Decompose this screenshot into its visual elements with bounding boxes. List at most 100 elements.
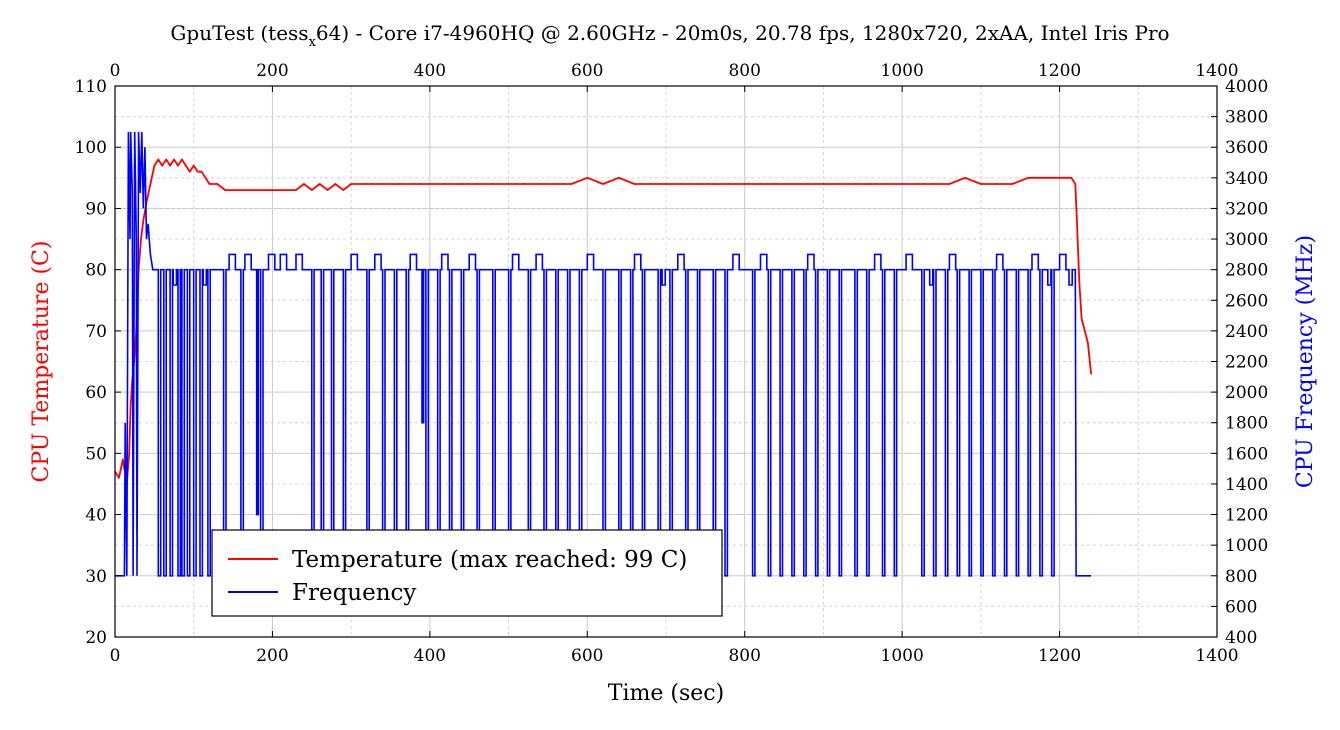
temperature-point bbox=[181, 158, 183, 161]
y-right-tick-label: 1400 bbox=[1225, 475, 1268, 495]
temperature-point bbox=[350, 183, 352, 185]
y-right-tick-label: 2600 bbox=[1225, 291, 1268, 311]
y-left-tick-label: 70 bbox=[85, 322, 107, 342]
temperature-point bbox=[980, 183, 982, 185]
y-left-tick-label: 90 bbox=[85, 199, 107, 219]
temperature-point bbox=[822, 183, 825, 185]
temperature-point bbox=[696, 183, 699, 185]
temperature-point bbox=[1070, 177, 1073, 179]
x-tick-label: 200 bbox=[256, 646, 288, 666]
y-left-tick-label: 50 bbox=[85, 444, 107, 464]
temperature-point bbox=[964, 177, 966, 179]
x-tick-label: 400 bbox=[414, 646, 446, 666]
x-axis-top: 0 200 400 600 800 1000 1200 1400 bbox=[110, 61, 1239, 92]
temperature-point bbox=[303, 183, 305, 185]
temperature-point bbox=[728, 183, 730, 185]
legend-label-temperature: Temperature (max reached: 99 C) bbox=[292, 547, 687, 573]
y-axis-right-label: CPU Frequency (MHz) bbox=[1293, 235, 1318, 488]
temperature-point bbox=[153, 164, 156, 167]
temperature-point bbox=[885, 183, 888, 185]
y-right-tick-label: 4000 bbox=[1225, 77, 1268, 97]
temperature-point bbox=[775, 183, 777, 185]
temperature-point bbox=[185, 164, 187, 167]
temperature-point bbox=[1087, 342, 1089, 344]
y-right-tick-label: 400 bbox=[1225, 628, 1257, 648]
y-right-tick-label: 3800 bbox=[1225, 108, 1268, 128]
temperature-point bbox=[1066, 177, 1069, 179]
x-top-tick-label: 600 bbox=[571, 61, 603, 81]
y-right-tick-label: 2000 bbox=[1225, 383, 1268, 403]
x-top-tick-label: 200 bbox=[256, 61, 288, 81]
temperature-point bbox=[680, 183, 683, 185]
temperature-point bbox=[1074, 183, 1077, 185]
temperature-point bbox=[492, 183, 494, 185]
y-right-tick-label: 1800 bbox=[1225, 414, 1268, 434]
temperature-point bbox=[806, 183, 809, 185]
temperature-point bbox=[208, 183, 211, 185]
temperature-point bbox=[633, 183, 636, 185]
temperature-point bbox=[413, 183, 415, 185]
temperature-point bbox=[523, 183, 526, 185]
temperature-point bbox=[1027, 177, 1029, 179]
series-layer bbox=[114, 131, 1092, 577]
temperature-point bbox=[869, 183, 872, 185]
y-left-tick-label: 40 bbox=[85, 506, 107, 526]
temperature-point bbox=[204, 177, 207, 179]
temperature-point bbox=[128, 452, 130, 455]
temperature-point bbox=[743, 183, 746, 185]
temperature-point bbox=[712, 183, 715, 185]
temperature-point bbox=[1011, 183, 1014, 185]
x-tick-label: 0 bbox=[110, 646, 121, 666]
temperature-point bbox=[791, 183, 793, 185]
x-top-tick-label: 400 bbox=[414, 61, 446, 81]
temperature-point bbox=[334, 183, 337, 185]
y-right-tick-label: 2400 bbox=[1225, 322, 1268, 342]
x-tick-label: 800 bbox=[728, 646, 760, 666]
temperature-point bbox=[118, 477, 120, 479]
y-right-tick-label: 3000 bbox=[1225, 230, 1268, 250]
temperature-point bbox=[263, 189, 266, 191]
temperature-point bbox=[1090, 372, 1092, 375]
temperature-point bbox=[342, 189, 345, 191]
y-left-tick-label: 110 bbox=[75, 77, 107, 97]
temperature-point bbox=[165, 158, 167, 161]
legend-box bbox=[211, 529, 723, 617]
chart-title: GpuTest (tessx64) - Core i7-4960HQ @ 2.6… bbox=[170, 21, 1169, 50]
temperature-point bbox=[224, 189, 226, 191]
temperature-point bbox=[173, 158, 175, 161]
temperature-point bbox=[366, 183, 368, 185]
temperature-point bbox=[271, 189, 274, 191]
x-top-tick-label: 1400 bbox=[1195, 61, 1238, 81]
temperature-point bbox=[1078, 281, 1081, 283]
x-top-tick-label: 1000 bbox=[881, 61, 924, 81]
temperature-point bbox=[140, 238, 142, 240]
temperature-point bbox=[759, 183, 762, 185]
temperature-point bbox=[1058, 177, 1061, 179]
y-right-tick-label: 2200 bbox=[1225, 353, 1268, 373]
y-right-tick-label: 800 bbox=[1225, 567, 1257, 587]
temperature-point bbox=[429, 183, 431, 185]
temperature-point bbox=[255, 189, 258, 191]
y-axis-left-label: CPU Temperature (C) bbox=[29, 241, 54, 483]
y-right-tick-label: 600 bbox=[1225, 597, 1257, 617]
temperature-point bbox=[216, 183, 219, 185]
temperature-point bbox=[1080, 317, 1083, 320]
temperature-point bbox=[122, 458, 124, 461]
temperature-point bbox=[476, 183, 478, 185]
temperature-point bbox=[240, 189, 242, 191]
y-right-tick-label: 3200 bbox=[1225, 199, 1268, 219]
temperature-point bbox=[279, 189, 282, 191]
temperature-point bbox=[129, 403, 132, 406]
y-left-tick-label: 60 bbox=[85, 383, 107, 403]
y-left-tick-label: 20 bbox=[85, 628, 107, 648]
temperature-point bbox=[901, 183, 903, 185]
legend-label-frequency: Frequency bbox=[292, 580, 416, 606]
temperature-point bbox=[295, 189, 297, 191]
temperature-point bbox=[326, 189, 329, 191]
temperature-point bbox=[444, 183, 447, 185]
temperature-point bbox=[1043, 177, 1045, 179]
temperature-point bbox=[932, 183, 935, 185]
x-top-tick-label: 1200 bbox=[1038, 61, 1081, 81]
y-right-tick-label: 2800 bbox=[1225, 261, 1268, 281]
